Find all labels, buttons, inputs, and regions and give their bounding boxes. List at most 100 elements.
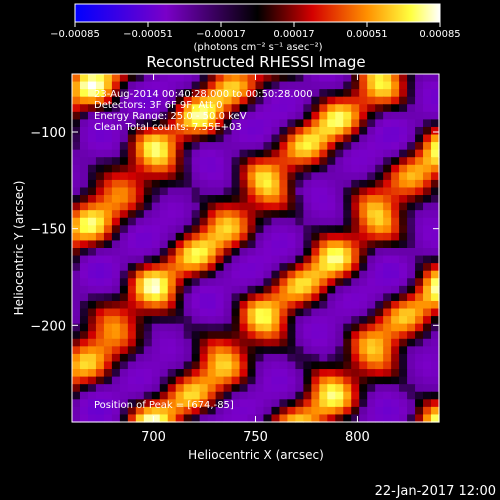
heatmap-cell [271, 74, 281, 83]
heatmap-cell [79, 119, 89, 128]
heatmap-cell [407, 225, 416, 234]
heatmap-cell [335, 225, 344, 234]
heatmap-cell [95, 195, 105, 204]
heatmap-cell [271, 308, 281, 317]
heatmap-cell [79, 149, 89, 158]
heatmap-cell [359, 399, 368, 408]
heatmap-cell [431, 399, 440, 408]
heatmap-cell [415, 81, 424, 90]
heatmap-cell [295, 293, 304, 302]
heatmap-cell [135, 414, 145, 423]
heatmap-cell [87, 81, 97, 90]
heatmap-cell [399, 210, 408, 219]
heatmap-cell [367, 134, 376, 143]
heatmap-cell [215, 164, 225, 173]
heatmap-cell [223, 217, 233, 226]
heatmap-cell [143, 111, 153, 120]
heatmap-cell [215, 179, 225, 189]
heatmap-cell [207, 225, 217, 234]
heatmap-cell [431, 353, 440, 363]
heatmap-cell [175, 81, 185, 90]
heatmap-cell [335, 142, 344, 151]
heatmap-cell [279, 406, 289, 416]
heatmap-cell [159, 399, 169, 408]
heatmap-cell [72, 157, 81, 166]
heatmap-cell [263, 391, 273, 400]
heatmap-cell [79, 164, 89, 173]
heatmap-cell [351, 391, 360, 400]
heatmap-cell [175, 104, 185, 113]
heatmap-cell [231, 142, 241, 151]
heatmap-cell [231, 89, 241, 98]
heatmap-cell [231, 81, 241, 90]
x-tick-label: 800 [345, 430, 370, 445]
heatmap-cell [199, 331, 209, 340]
heatmap-cell [72, 172, 81, 181]
heatmap-cell [263, 232, 273, 242]
heatmap-cell [383, 96, 392, 105]
heatmap-cell [351, 81, 360, 90]
heatmap-cell [159, 81, 169, 90]
heatmap-cell [199, 81, 209, 90]
heatmap-cell [215, 263, 225, 272]
heatmap-cell [351, 157, 360, 166]
heatmap-cell [383, 134, 392, 143]
heatmap-cell [415, 119, 424, 128]
heatmap-cell [279, 164, 289, 173]
heatmap-cell [263, 210, 273, 219]
heatmap-cell [247, 126, 257, 136]
heatmap-cell [175, 119, 185, 128]
heatmap-cell [87, 134, 97, 143]
heatmap-cell [215, 195, 225, 204]
heatmap-cell [319, 89, 328, 98]
heatmap-cell [199, 376, 209, 385]
heatmap-cell [199, 285, 209, 294]
heatmap-cell [231, 74, 241, 83]
heatmap-cell [319, 414, 328, 423]
heatmap-cell [359, 74, 368, 83]
heatmap-cell [367, 126, 376, 136]
heatmap-cell [423, 338, 432, 347]
heatmap-cell [119, 96, 129, 105]
heatmap-cell [135, 263, 145, 272]
heatmap-cell [119, 172, 129, 181]
heatmap-cell [415, 164, 424, 173]
heatmap-cell [407, 270, 416, 279]
heatmap-cell [303, 285, 312, 294]
heatmap-cell [311, 96, 320, 105]
heatmap-cell [303, 316, 312, 325]
heatmap-cell [359, 142, 368, 151]
heatmap-cell [231, 164, 241, 173]
heatmap-cell [383, 89, 392, 98]
heatmap-cell [391, 202, 400, 211]
heatmap-cell [215, 406, 225, 416]
heatmap-cell [119, 126, 129, 136]
heatmap-cell [231, 202, 241, 211]
heatmap-cell [271, 172, 281, 181]
heatmap-cell [415, 217, 424, 226]
heatmap-cell [351, 164, 360, 173]
heatmap-cell [79, 240, 89, 249]
heatmap-cell [183, 406, 193, 416]
heatmap-cell [207, 164, 217, 173]
heatmap-cell [207, 187, 217, 196]
heatmap-cell [183, 149, 193, 158]
heatmap-cell [319, 353, 328, 363]
heatmap-cell [367, 285, 376, 294]
heatmap-cell [199, 142, 209, 151]
heatmap-cell [183, 225, 193, 234]
heatmap-cell [239, 270, 249, 279]
heatmap-cell [295, 406, 304, 416]
heatmap-cell [119, 331, 129, 340]
heatmap-cell [95, 157, 105, 166]
heatmap-cell [103, 263, 113, 272]
heatmap-cell [407, 414, 416, 423]
heatmap-cell [111, 217, 121, 226]
heatmap-cell [431, 285, 440, 294]
heatmap-cell [215, 316, 225, 325]
heatmap-cell [319, 149, 328, 158]
heatmap-cell [199, 225, 209, 234]
heatmap-cell [311, 361, 320, 370]
heatmap-cell [351, 255, 360, 264]
heatmap-cell [151, 104, 161, 113]
